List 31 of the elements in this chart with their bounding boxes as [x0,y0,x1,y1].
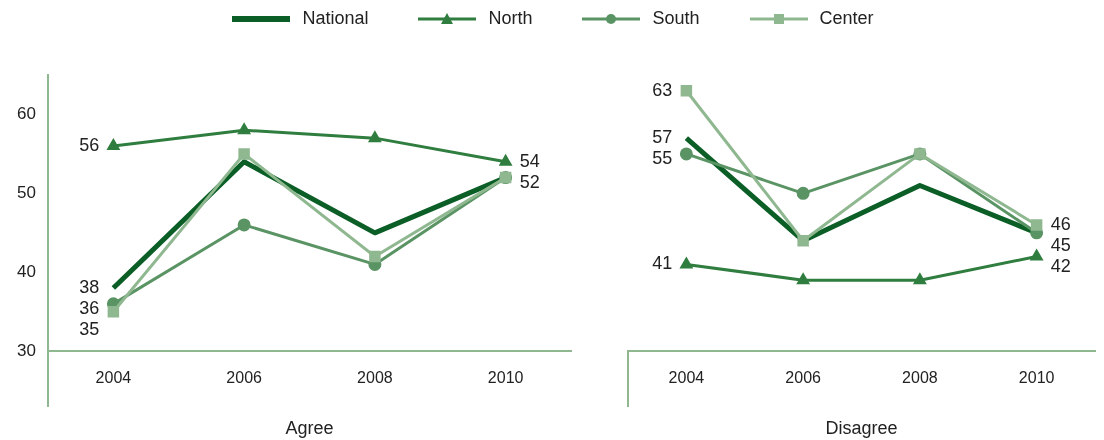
legend-label: North [488,8,533,29]
data-label: 35 [79,319,100,340]
legend-label: National [302,8,369,29]
data-label: 57 [652,127,673,148]
y-tick-label: 60 [17,104,36,124]
data-label: 36 [79,298,100,319]
data-label: 63 [652,79,673,100]
x-tick-label: 2008 [902,369,938,387]
data-label: 41 [652,253,673,274]
data-label: 45 [1050,234,1071,255]
data-label: 38 [79,277,100,298]
x-tick-label: 2006 [785,369,822,387]
x-axis-title: Disagree [825,418,898,439]
x-tick-label: 2006 [226,369,263,387]
data-label: 52 [519,171,540,192]
x-tick-label: 2004 [95,369,132,387]
x-tick-label: 2010 [487,369,524,387]
x-axis-title: Agree [285,418,334,439]
data-label: 56 [79,134,100,155]
y-tick-label: 30 [17,340,36,360]
x-tick-label: 2010 [1018,369,1055,387]
data-label: 42 [1050,255,1071,276]
y-tick-label: 40 [17,261,36,281]
legend-label: South [652,8,700,29]
legend-label: Center [819,8,874,29]
data-label: 55 [652,148,673,169]
data-label: 54 [519,150,540,171]
data-label: 46 [1050,213,1071,234]
x-tick-label: 2004 [668,369,705,387]
y-tick-label: 50 [17,183,36,203]
x-tick-label: 2008 [357,369,393,387]
